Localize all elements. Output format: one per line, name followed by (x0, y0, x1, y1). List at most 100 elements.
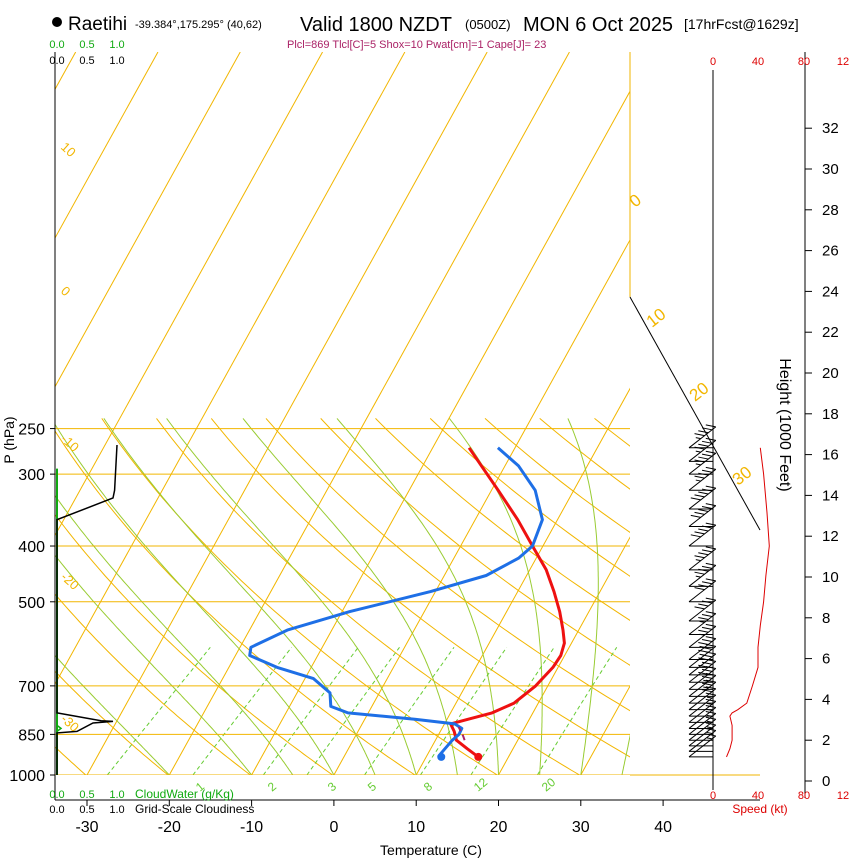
dry-adiabat-label: 30 (729, 463, 756, 490)
p-tick-label: 250 (18, 422, 45, 439)
speed-tick-top: 12 (837, 56, 849, 68)
utc-time: (0500Z) (465, 17, 511, 32)
x-axis-label: Temperature (C) (380, 842, 482, 858)
wind-barb-feather (695, 556, 705, 558)
cloudiness-tick-top: 0.5 (79, 55, 94, 67)
wind-barb-feather (695, 512, 705, 514)
wind-barb-feather (696, 576, 701, 577)
x-tick-label: -20 (158, 819, 181, 836)
wind-barb-feather (698, 457, 708, 459)
isotherm-line (416, 52, 816, 775)
mixing-ratio-label: 3 (325, 779, 339, 794)
height-tick-label: 6 (822, 651, 830, 668)
p-tick-label: 700 (18, 679, 45, 696)
cloudwater-tick-bottom: 0.0 (49, 789, 64, 801)
height-tick-label: 12 (822, 528, 839, 545)
isotherm-line (87, 52, 487, 775)
height-tick-label: 22 (822, 324, 839, 341)
station-dot (52, 17, 62, 27)
wind-barb-feather (695, 476, 705, 478)
cloudiness-tick-bottom: 0.5 (79, 804, 94, 816)
mixing-ratio-label: 20 (539, 775, 558, 795)
wind-barb-feather (706, 598, 716, 600)
wind-barb-feather (706, 504, 716, 506)
wind-barb-feather (700, 621, 705, 622)
forecast-date: MON 6 Oct 2025 (523, 14, 673, 36)
isotherm-line (252, 52, 652, 775)
x-tick-label: -30 (75, 819, 98, 836)
wind-barb-feather (707, 738, 712, 739)
wind-barb-feather (698, 444, 708, 446)
cloudiness-tick-top: 0.0 (49, 55, 64, 67)
p-tick-label: 400 (18, 539, 45, 556)
dry-adiabat-line (0, 418, 4, 775)
mixing-ratio-label: 5 (365, 779, 379, 794)
dry-adiabat-line (759, 418, 850, 775)
wind-barb-feather (700, 654, 705, 655)
isotherm-line (334, 52, 734, 775)
wind-barb-feather (695, 532, 705, 534)
wind-barb-feather (702, 640, 712, 642)
wind-barb-feather (702, 507, 712, 509)
wind-barb-feather (698, 604, 708, 606)
isotherm-label: 10 (58, 139, 79, 160)
cloudwater-tick-top: 0.5 (79, 39, 94, 51)
wind-barb-feather (706, 425, 716, 427)
dry-adiabat-label: 20 (686, 379, 713, 406)
moist-adiabat-line (6, 418, 293, 775)
cloudwater-label: CloudWater (g/Kg) (135, 787, 234, 801)
isotherm-line (499, 52, 850, 775)
cloudiness-label: Grid-Scale Cloudiness (135, 802, 254, 816)
p-tick-label: 850 (18, 727, 45, 744)
wind-barb (689, 504, 716, 527)
wind-barb-feather (706, 579, 716, 581)
wind-barb-feather (698, 509, 708, 511)
wind-barb-feather (695, 572, 705, 574)
wind-barb-feather (706, 637, 716, 639)
wind-barb-feather (695, 607, 705, 609)
moist-adiabat-line (622, 418, 672, 775)
speed-tick-bottom: 12 (837, 790, 849, 802)
wind-barb-feather (702, 615, 712, 617)
wind-barb-feather (696, 560, 701, 561)
speed-tick-bottom: 40 (752, 790, 764, 802)
wind-barb-feather (707, 697, 712, 698)
wind-barb-feather (696, 438, 701, 439)
wind-barb-feather (691, 498, 701, 500)
speed-tick-top: 80 (798, 56, 810, 68)
wind-barb-feather (696, 464, 701, 465)
side-panels (57, 52, 769, 790)
p-tick-label: 300 (18, 467, 45, 484)
wind-barb (689, 486, 716, 509)
background-grid (0, 52, 850, 775)
moist-adiabat-line (51, 418, 334, 775)
x-tick-label: 30 (572, 819, 590, 836)
valid-time: Valid 1800 NZDT (300, 14, 452, 36)
height-tick-label: 8 (822, 610, 830, 627)
moist-adiabat-line (167, 418, 417, 775)
wind-barb-feather (706, 523, 716, 525)
x-tick-label: 10 (407, 819, 425, 836)
wind-barb-feather (706, 451, 716, 453)
speed-tick-bottom: 80 (798, 790, 810, 802)
wind-barb-feather (698, 431, 708, 433)
cloudwater-tick-top: 0.0 (49, 39, 64, 51)
dry-adiabat-line (813, 418, 850, 775)
wind-barb-feather (706, 699, 716, 701)
wind-barb-feather (698, 492, 708, 494)
height-axis-label: Height (1000 Feet) (776, 358, 793, 491)
wind-barb-feather (706, 438, 716, 440)
isotherm-label: 0 (58, 283, 73, 299)
wind-barb-feather (707, 732, 712, 733)
wind-barb (689, 637, 716, 660)
mixing-ratio-label: 2 (265, 779, 279, 794)
cloudiness-tick-top: 1.0 (109, 55, 124, 67)
isotherm-line (0, 52, 158, 775)
dry-adiabat-label: 0 (626, 190, 645, 211)
x-tick-label: 20 (490, 819, 508, 836)
sounding-indices: Plcl=869 Tlcl[C]=5 Shox=10 Pwat[cm]=1 Ca… (287, 39, 546, 51)
dry-adiabat-line (0, 418, 333, 775)
wind-barb-feather (707, 727, 712, 728)
